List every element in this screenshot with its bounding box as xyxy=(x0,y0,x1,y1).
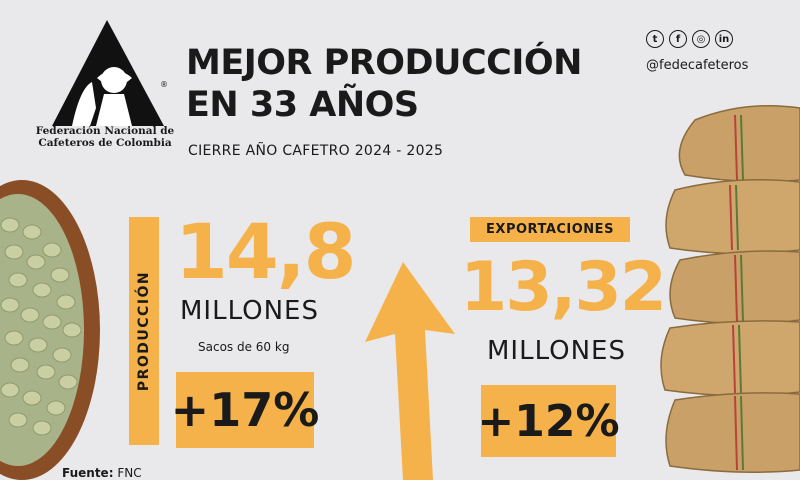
source-note: Fuente: FNC xyxy=(62,466,142,480)
title-line1: MEJOR PRODUCCIÓN xyxy=(186,43,582,83)
growth-arrow-icon xyxy=(365,262,455,480)
page-subtitle: CIERRE AÑO CAFETRO 2024 - 2025 xyxy=(188,143,444,159)
organization-name-line2: Cafeteros de Colombia xyxy=(38,137,172,149)
social-links: t f ◎ in xyxy=(646,30,733,48)
source-label: Fuente: xyxy=(62,466,114,480)
exports-label: EXPORTACIONES xyxy=(470,217,630,242)
social-handle[interactable]: @fedecafeteros xyxy=(646,58,749,73)
production-label-bar: PRODUCCIÓN xyxy=(129,217,159,445)
exports-unit: MILLONES xyxy=(487,336,626,366)
production-value: 14,8 xyxy=(175,207,357,296)
source-value: FNC xyxy=(117,466,142,480)
title-line2: EN 33 AÑOS xyxy=(186,85,419,125)
exports-change-badge: +12% xyxy=(477,385,620,457)
production-label: PRODUCCIÓN xyxy=(136,270,152,392)
organization-name: Federación Nacional de Cafeteros de Colo… xyxy=(30,125,180,149)
organization-name-line1: Federación Nacional de xyxy=(35,125,175,137)
page-title: MEJOR PRODUCCIÓN EN 33 AÑOS xyxy=(186,42,582,126)
coffee-sacks-image xyxy=(660,104,800,473)
registered-mark: ® xyxy=(160,80,168,89)
fnc-logo-icon xyxy=(52,20,164,126)
facebook-icon[interactable]: f xyxy=(669,30,687,48)
exports-value: 13,32 xyxy=(460,248,667,327)
instagram-icon[interactable]: ◎ xyxy=(692,30,710,48)
production-sub: Sacos de 60 kg xyxy=(198,340,290,354)
linkedin-icon[interactable]: in xyxy=(715,30,733,48)
production-change-badge: +17% xyxy=(171,372,319,448)
twitter-icon[interactable]: t xyxy=(646,30,664,48)
production-unit: MILLONES xyxy=(180,296,319,326)
